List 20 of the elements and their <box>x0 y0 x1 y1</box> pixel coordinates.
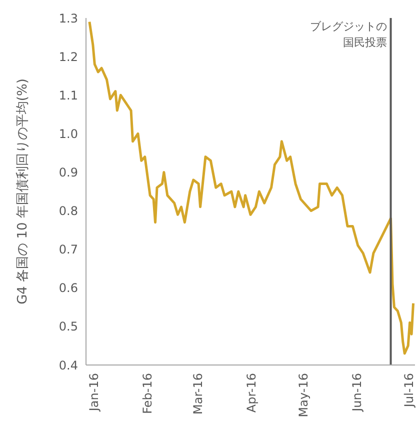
y-tick-label: 1.0 <box>58 126 78 141</box>
x-tick-label: Feb-16 <box>140 373 155 414</box>
x-tick-label: Mar-16 <box>190 373 205 414</box>
ref-line-label: ブレグジットの国民投票 <box>310 20 387 49</box>
y-tick-label: 1.3 <box>58 11 78 26</box>
y-tick-label: 1.1 <box>58 88 78 102</box>
x-tick-label: Jun-16 <box>350 373 364 412</box>
y-axis-title: G4 各国の 10 年国債利回りの平均(%) <box>16 78 31 304</box>
y-tick-label: 0.4 <box>58 358 78 372</box>
y-tick-label: 0.5 <box>58 320 78 334</box>
y-tick-label: 0.6 <box>58 281 78 296</box>
x-tick-label: Apr-16 <box>244 373 259 413</box>
x-tick-label: Jul-16 <box>402 373 416 408</box>
line-series <box>88 20 415 355</box>
y-tick-label: 0.8 <box>58 204 78 218</box>
x-tick-label: May-16 <box>296 373 311 418</box>
y-tick-label: 0.9 <box>58 165 78 180</box>
y-tick-label: 1.2 <box>58 50 78 64</box>
x-tick-label: Jan-16 <box>86 373 101 412</box>
y-tick-label: 0.7 <box>58 242 78 257</box>
